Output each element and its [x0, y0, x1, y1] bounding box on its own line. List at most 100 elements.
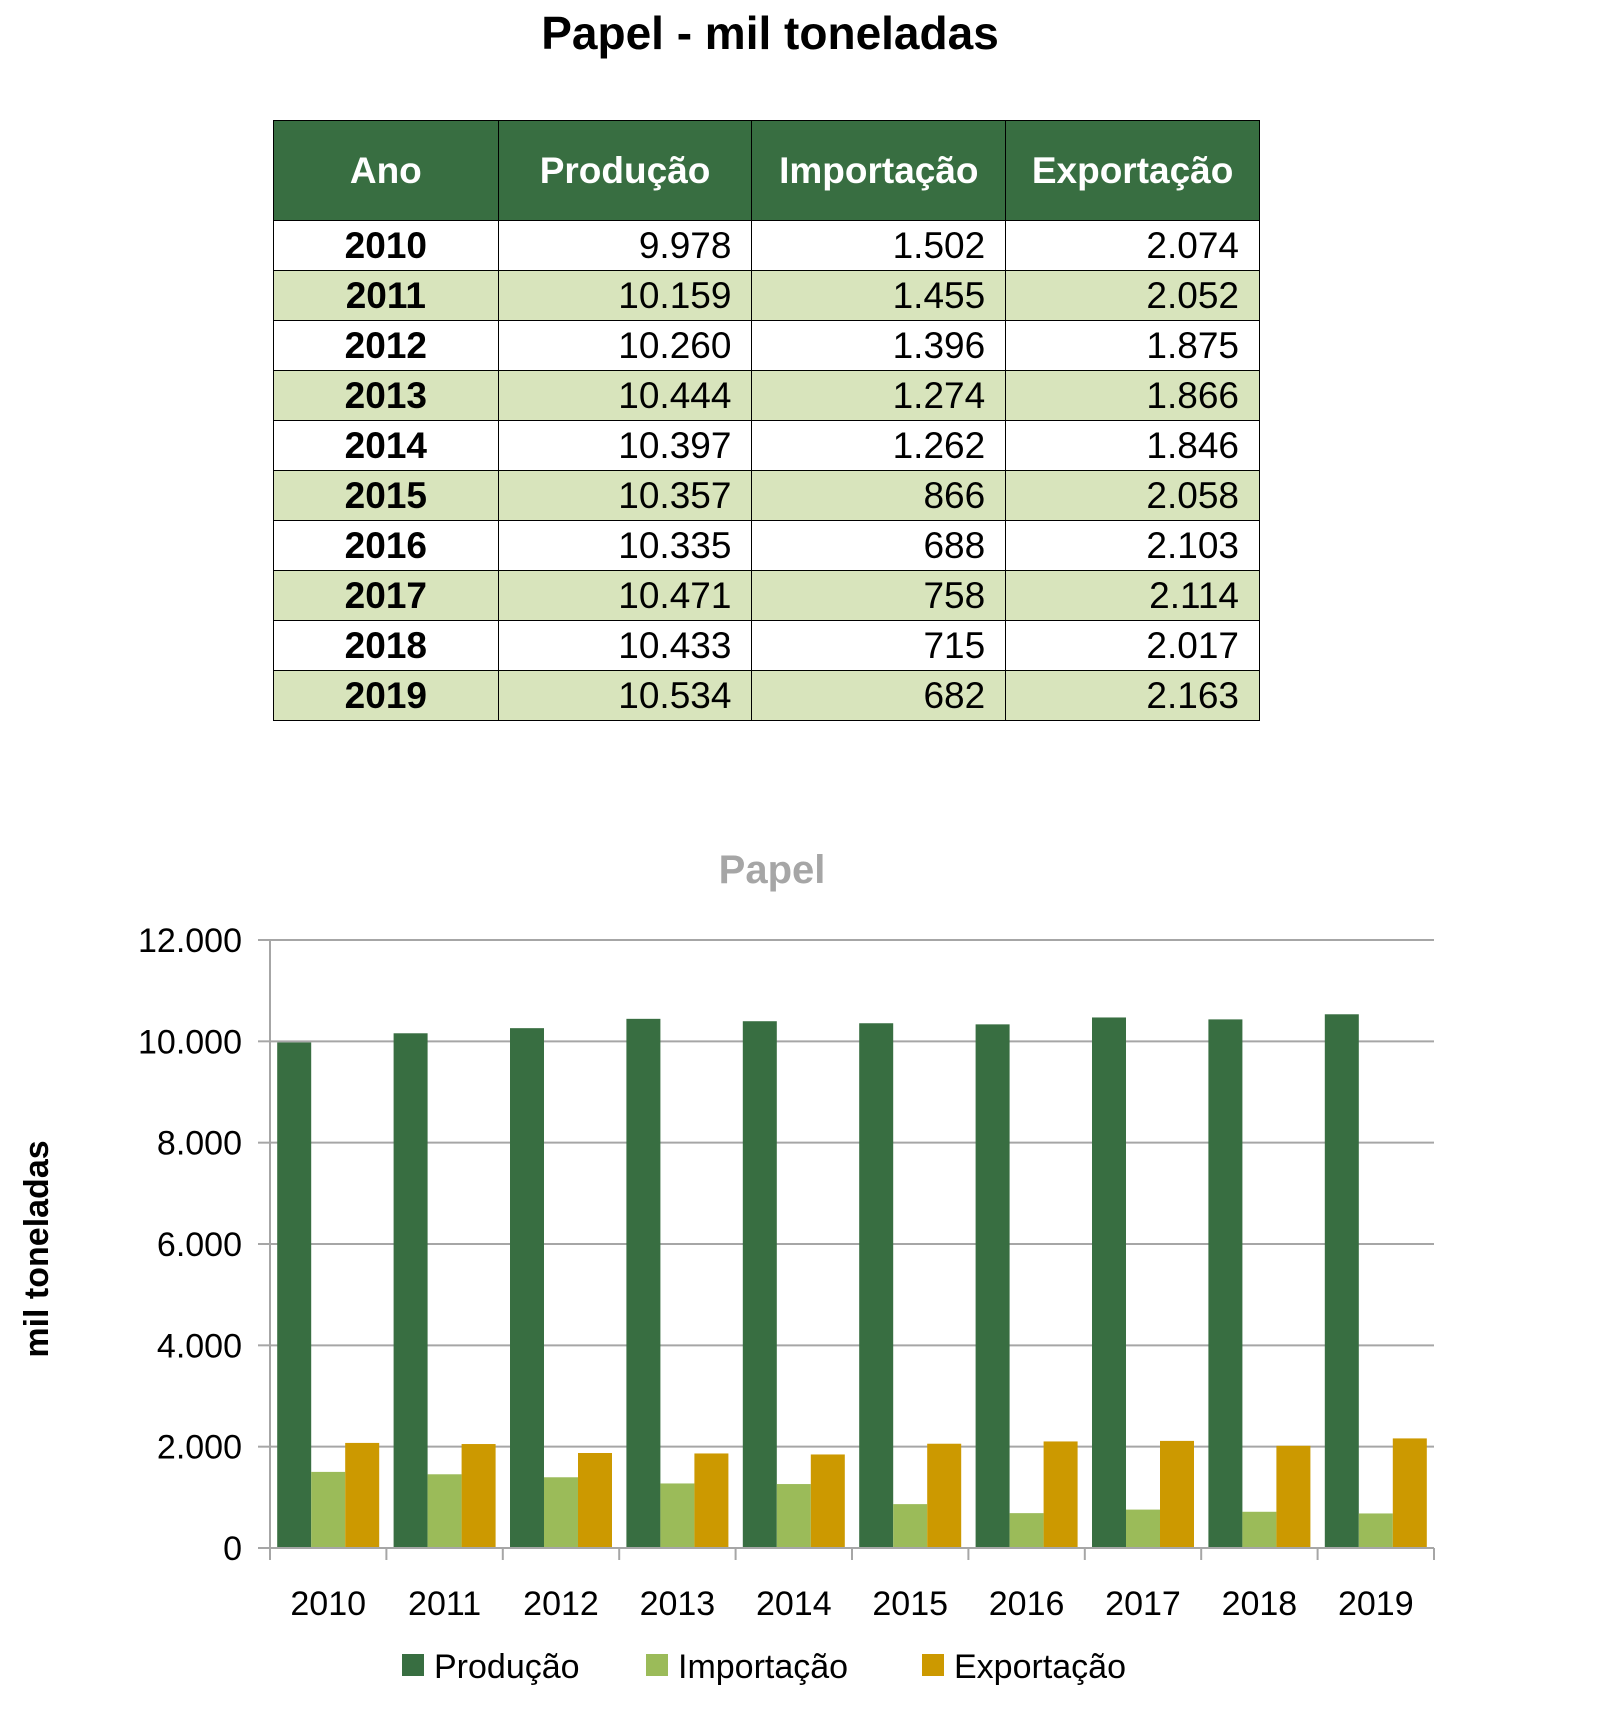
bar-exportacao-2010	[345, 1442, 380, 1548]
bar-producao-2013	[626, 1018, 661, 1548]
table-row: 2014 10.397 1.262 1.846	[273, 420, 1260, 471]
column-header-importacao: Importação	[751, 120, 1007, 221]
bar-importacao-2014	[776, 1484, 811, 1548]
cell-importacao: 688	[751, 520, 1007, 571]
bar-exportacao-2018	[1276, 1445, 1311, 1548]
cell-ano: 2019	[273, 670, 499, 721]
bar-exportacao-2015	[927, 1443, 962, 1548]
cell-producao: 10.335	[497, 520, 753, 571]
cell-exportacao: 1.866	[1005, 370, 1260, 421]
cell-exportacao: 2.163	[1005, 670, 1260, 721]
bar-importacao-2010	[311, 1471, 346, 1548]
table-row: 2013 10.444 1.274 1.866	[273, 370, 1260, 421]
bar-exportacao-2012	[578, 1453, 612, 1548]
bar-exportacao-2016	[1043, 1441, 1078, 1548]
x-tick-label: 2010	[290, 1585, 366, 1623]
bar-exportacao-2019	[1392, 1438, 1427, 1548]
bar-importacao-2019	[1358, 1513, 1393, 1548]
x-tick-label: 2019	[1338, 1585, 1414, 1623]
bar-producao-2015	[859, 1023, 894, 1548]
bar-importacao-2011	[427, 1474, 462, 1548]
cell-producao: 10.397	[497, 420, 753, 471]
table-header-row: Ano Produção Importação Exportação	[273, 120, 1260, 221]
table-row: 2018 10.433 715 2.017	[273, 620, 1260, 671]
bar-exportacao-2014	[810, 1454, 845, 1548]
bar-importacao-2013	[660, 1483, 695, 1548]
x-tick-label: 2014	[756, 1585, 832, 1623]
y-tick-label: 8.000	[157, 1125, 242, 1163]
x-tick-label: 2013	[640, 1585, 716, 1623]
bar-importacao-2018	[1242, 1511, 1277, 1548]
cell-exportacao: 2.103	[1005, 520, 1260, 571]
cell-ano: 2013	[273, 370, 499, 421]
data-table: Ano Produção Importação Exportação 2010 9…	[273, 120, 1260, 721]
cell-importacao: 1.455	[751, 270, 1007, 321]
bar-producao-2011	[393, 1033, 428, 1548]
x-tick-label: 2017	[1105, 1585, 1181, 1623]
table-body: 2010 9.978 1.502 2.074 2011 10.159 1.455 2.052 2…	[273, 220, 1260, 721]
bar-producao-2014	[742, 1021, 777, 1548]
bar-producao-2019	[1324, 1014, 1359, 1548]
cell-ano: 2014	[273, 420, 499, 471]
bar-importacao-2016	[1009, 1513, 1044, 1548]
table-row: 2015 10.357 866 2.058	[273, 470, 1260, 521]
cell-ano: 2015	[273, 470, 499, 521]
cell-ano: 2018	[273, 620, 499, 671]
cell-importacao: 758	[751, 570, 1007, 621]
table-row: 2010 9.978 1.502 2.074	[273, 220, 1260, 271]
column-header-ano: Ano	[273, 120, 499, 221]
x-tick-label: 2016	[989, 1585, 1065, 1623]
bar-importacao-2017	[1126, 1509, 1160, 1548]
y-tick-label: 4.000	[157, 1327, 242, 1365]
bar-importacao-2012	[544, 1477, 578, 1548]
cell-importacao: 715	[751, 620, 1007, 671]
y-tick-label: 0	[223, 1530, 242, 1568]
cell-exportacao: 1.846	[1005, 420, 1260, 471]
cell-exportacao: 2.074	[1005, 220, 1260, 271]
cell-producao: 10.534	[497, 670, 753, 721]
y-axis-label: mil toneladas	[18, 1140, 56, 1357]
cell-importacao: 866	[751, 470, 1007, 521]
cell-importacao: 682	[751, 670, 1007, 721]
cell-importacao: 1.274	[751, 370, 1007, 421]
cell-exportacao: 2.058	[1005, 470, 1260, 521]
bar-exportacao-2011	[461, 1444, 496, 1548]
cell-importacao: 1.262	[751, 420, 1007, 471]
x-tick-label: 2012	[523, 1585, 599, 1623]
cell-importacao: 1.396	[751, 320, 1007, 371]
legend-label-exportacao: Exportação	[954, 1648, 1126, 1686]
cell-producao: 10.471	[497, 570, 753, 621]
cell-ano: 2010	[273, 220, 499, 271]
cell-producao: 10.433	[497, 620, 753, 671]
cell-exportacao: 2.114	[1005, 570, 1260, 621]
table-row: 2019 10.534 682 2.163	[273, 670, 1260, 721]
bar-importacao-2015	[893, 1504, 928, 1548]
cell-producao: 10.444	[497, 370, 753, 421]
cell-exportacao: 1.875	[1005, 320, 1260, 371]
table-row: 2017 10.471 758 2.114	[273, 570, 1260, 621]
column-header-producao: Produção	[497, 120, 753, 221]
bar-exportacao-2017	[1160, 1440, 1194, 1548]
x-tick-label: 2018	[1222, 1585, 1298, 1623]
chart-title: Papel	[719, 848, 826, 892]
cell-producao: 10.357	[497, 470, 753, 521]
y-tick-label: 2.000	[157, 1429, 242, 1467]
cell-ano: 2017	[273, 570, 499, 621]
cell-ano: 2012	[273, 320, 499, 371]
cell-producao: 9.978	[497, 220, 753, 271]
bar-producao-2016	[975, 1024, 1010, 1548]
cell-ano: 2016	[273, 520, 499, 571]
bar-producao-2012	[510, 1028, 544, 1548]
cell-producao: 10.159	[497, 270, 753, 321]
cell-producao: 10.260	[497, 320, 753, 371]
legend-swatch-exportacao	[922, 1654, 944, 1676]
cell-ano: 2011	[273, 270, 499, 321]
cell-importacao: 1.502	[751, 220, 1007, 271]
page-title: Papel - mil toneladas	[541, 7, 999, 59]
x-tick-label: 2015	[872, 1585, 948, 1623]
bar-exportacao-2013	[694, 1453, 729, 1548]
table-row: 2012 10.260 1.396 1.875	[273, 320, 1260, 371]
column-header-exportacao: Exportação	[1005, 120, 1260, 221]
x-tick-label: 2011	[408, 1585, 481, 1623]
legend-swatch-importacao	[646, 1654, 668, 1676]
